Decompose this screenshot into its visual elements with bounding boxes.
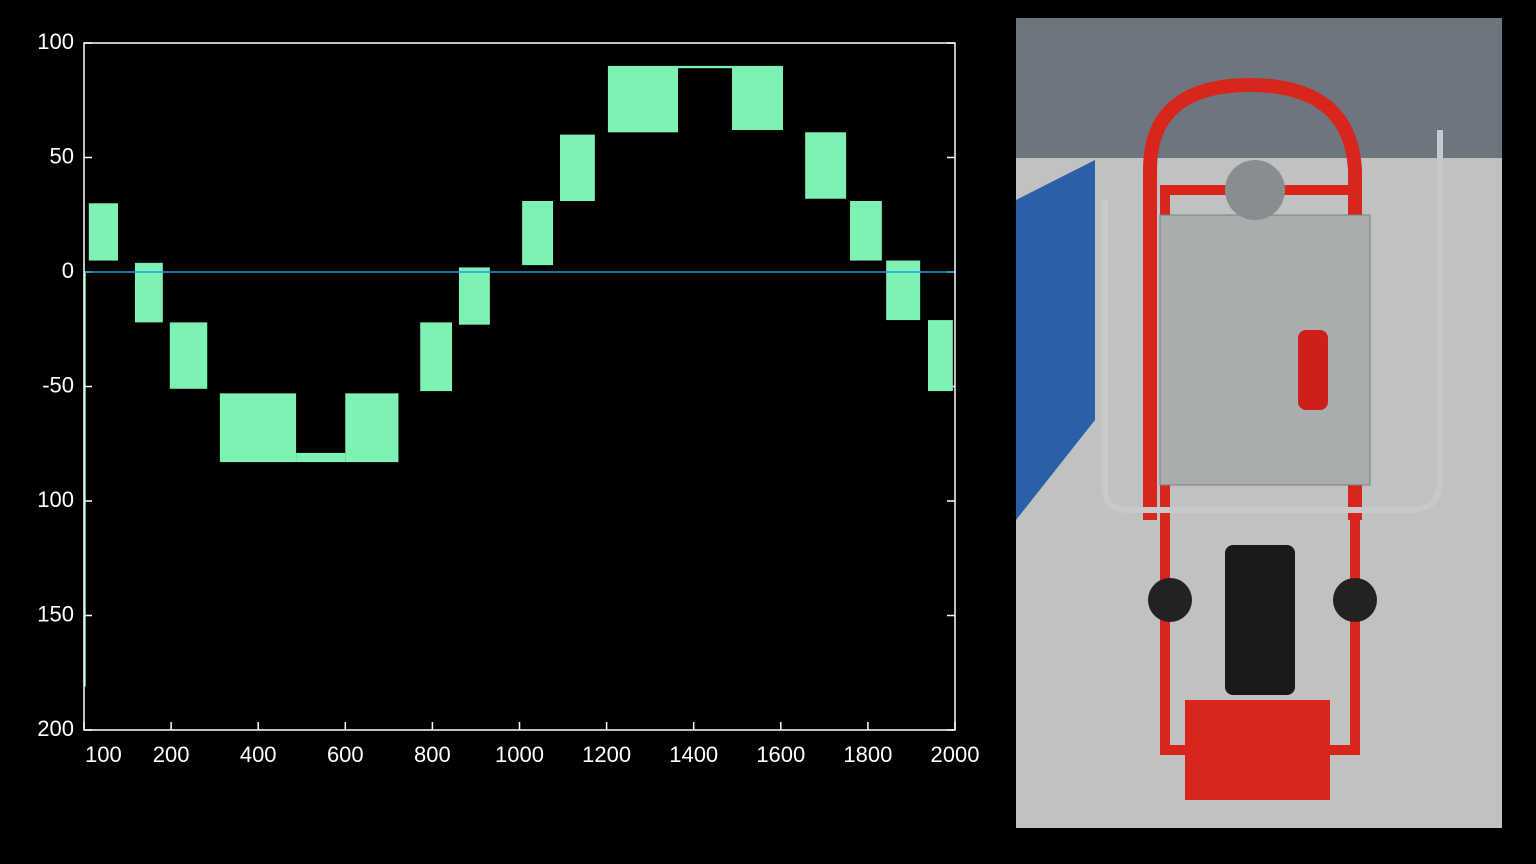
range-block — [678, 65, 733, 69]
x-tick-label: 800 — [414, 742, 451, 767]
range-block — [805, 132, 847, 199]
y-tick-label: 100 — [37, 29, 74, 54]
range-block — [296, 452, 346, 463]
photo-wheel-left — [1148, 578, 1192, 622]
range-block — [458, 267, 490, 325]
y-tick-label: 50 — [50, 143, 74, 168]
y-tick-label: 200 — [37, 716, 74, 741]
range-block — [850, 201, 882, 261]
range-block — [84, 272, 86, 687]
range-block — [219, 393, 297, 463]
photo-control-box — [1159, 214, 1371, 486]
range-block — [88, 203, 118, 261]
range-block — [607, 65, 679, 133]
x-tick-label: 1800 — [843, 742, 892, 767]
photo-filter — [1225, 545, 1295, 695]
range-block — [420, 322, 452, 392]
x-tick-label: 1600 — [756, 742, 805, 767]
range-block — [560, 134, 595, 202]
y-tick-label: 100 — [37, 487, 74, 512]
y-tick-label: -50 — [42, 372, 74, 397]
photo-base — [1185, 700, 1330, 800]
photo — [1016, 18, 1502, 828]
x-tick-label: 1400 — [669, 742, 718, 767]
photo-blue-bin — [1016, 160, 1095, 520]
range-block — [169, 322, 208, 389]
range-block — [732, 65, 783, 131]
photo-cart-handle — [1143, 77, 1362, 520]
x-tick-label: 1200 — [582, 742, 631, 767]
range-block — [345, 393, 399, 463]
x-tick-label: 600 — [327, 742, 364, 767]
photo-switch — [1298, 330, 1328, 410]
x-tick-label: 2000 — [931, 742, 980, 767]
photo-meter — [1225, 160, 1285, 220]
range-block — [886, 260, 921, 321]
x-tick-label: 1000 — [495, 742, 544, 767]
range-block — [522, 201, 554, 266]
x-tick-label: 200 — [153, 742, 190, 767]
y-tick-label: 150 — [37, 601, 74, 626]
photo-pipe — [1102, 130, 1443, 513]
chart: 100 50 0 -50 100 150 200 100 200 400 600 800 1000 120… — [37, 29, 979, 767]
x-tick-label: 100 — [85, 742, 122, 767]
photo-wheel-right — [1333, 578, 1377, 622]
plot-frame — [83, 42, 956, 731]
range-block — [927, 320, 953, 392]
range-block — [134, 262, 163, 323]
x-tick-label: 400 — [240, 742, 277, 767]
y-tick-label: 0 — [62, 258, 74, 283]
